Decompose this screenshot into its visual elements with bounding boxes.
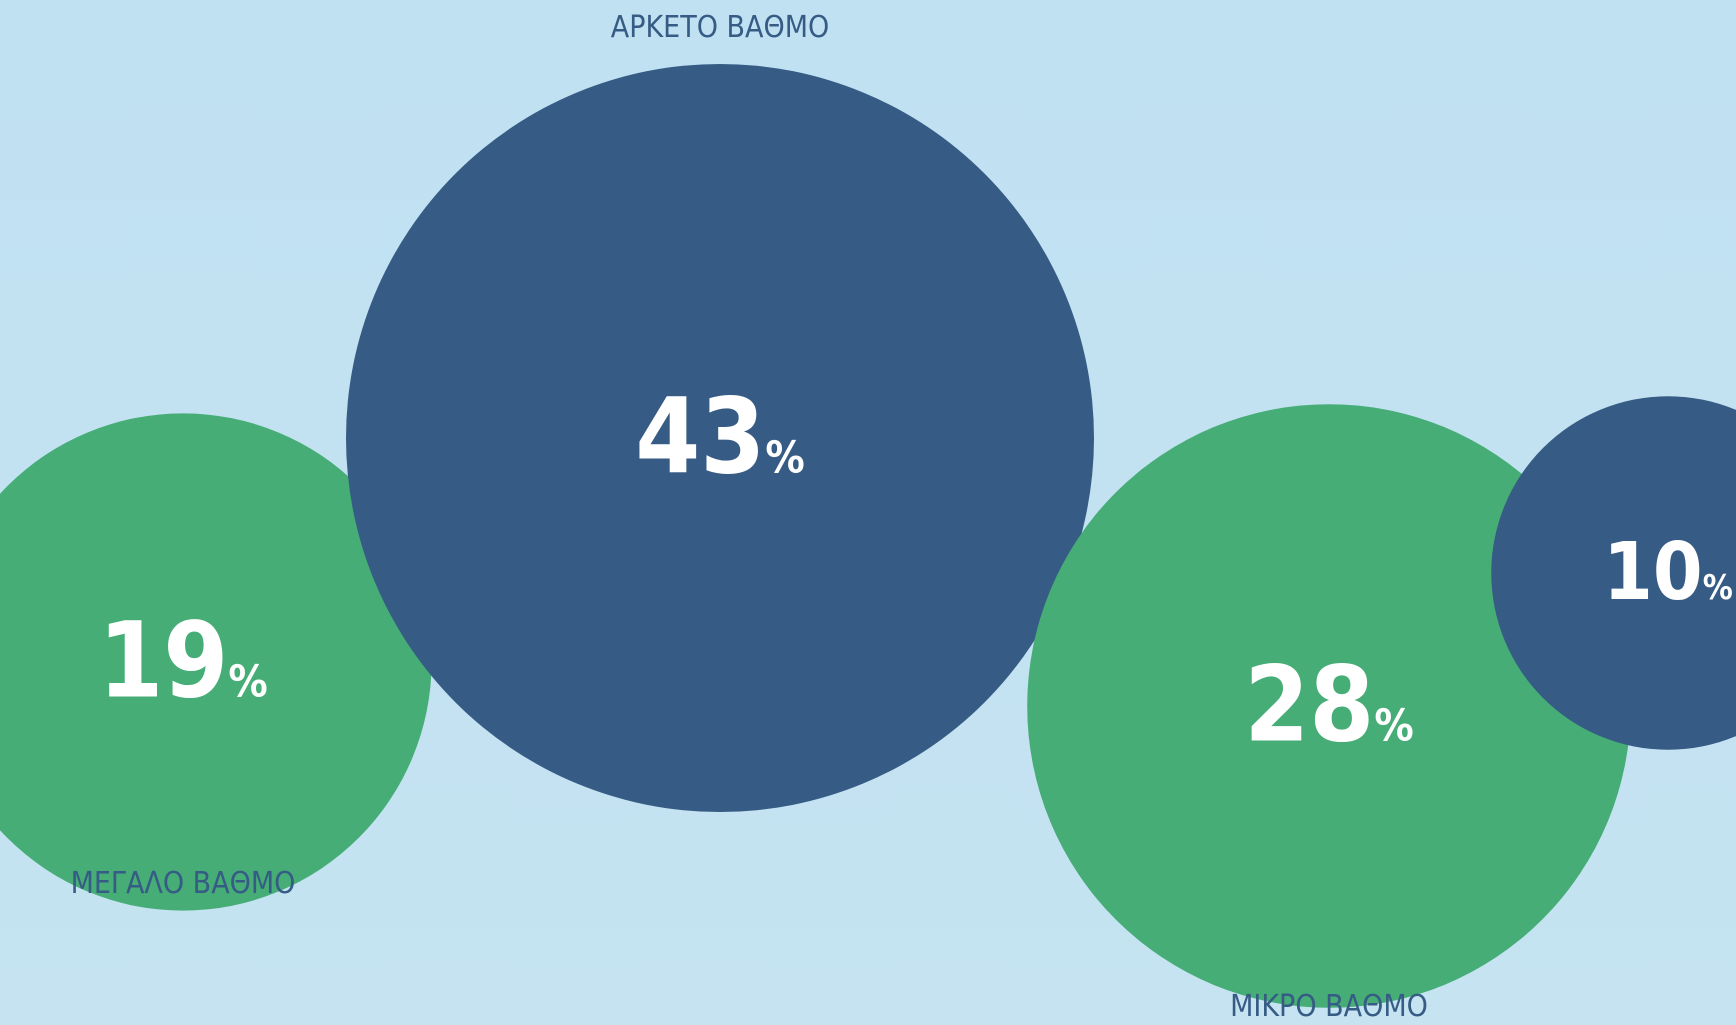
bubble-value-unit: % — [765, 432, 804, 483]
bubble-value-number: 19 — [98, 599, 228, 721]
bubble-group-4: 10% ΚΑΘΟΛΟΥ — [1491, 396, 1736, 750]
bubble-value-4: 10% — [1603, 525, 1733, 618]
bubble-label-3: ΜΙΚΡΟ ΒΑΘΜΟ — [1230, 989, 1428, 1024]
bubble-value-unit: % — [228, 656, 267, 707]
bubble-value-number: 10 — [1603, 525, 1703, 618]
bubble-value-2: 43% — [635, 375, 805, 497]
bubble-label-2: ΑΡΚΕΤΟ ΒΑΘΜΟ — [611, 10, 830, 45]
bubble-label-4: ΚΑΘΟΛΟΥ — [1601, 426, 1736, 461]
bubble-group-2: 43% ΑΡΚΕΤΟ ΒΑΘΜΟ — [346, 10, 1094, 812]
bubble-value-1: 19% — [98, 599, 268, 721]
bubble-2 — [346, 64, 1094, 812]
bubble-value-unit: % — [1374, 700, 1413, 751]
bubble-3 — [1027, 404, 1631, 1008]
bubble-group-3: 28% ΜΙΚΡΟ ΒΑΘΜΟ — [1027, 404, 1631, 1024]
bubble-value-3: 28% — [1244, 643, 1414, 765]
bubble-value-number: 28 — [1244, 643, 1374, 765]
bubble-label-1: ΜΕΓΑΛΟ ΒΑΘΜΟ — [71, 866, 296, 901]
bubble-4 — [1491, 396, 1736, 750]
bubble-group-1: 19% ΜΕΓΑΛΟ ΒΑΘΜΟ — [0, 413, 432, 911]
bubble-1 — [0, 413, 432, 911]
bubble-value-unit: % — [1703, 568, 1733, 607]
bubble-value-number: 43 — [635, 375, 765, 497]
